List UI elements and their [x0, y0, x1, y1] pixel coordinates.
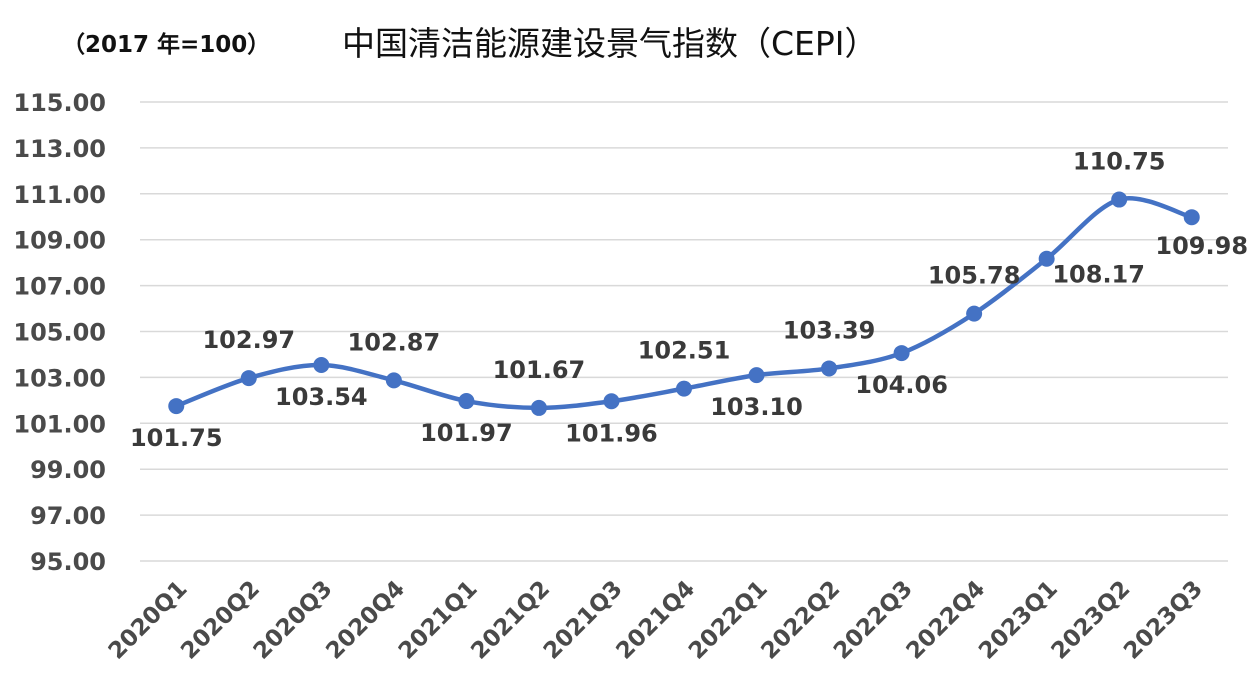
x-tick-label: 2022Q2 — [757, 576, 846, 665]
y-tick-label: 111.00 — [13, 181, 106, 209]
data-label: 102.51 — [638, 337, 731, 365]
data-point — [458, 393, 475, 410]
data-point — [1111, 191, 1128, 208]
x-tick-label: 2020Q3 — [249, 576, 338, 665]
data-point — [240, 370, 257, 387]
data-label: 102.97 — [202, 326, 295, 354]
y-tick-label: 103.00 — [13, 364, 106, 392]
data-label: 104.06 — [855, 371, 948, 399]
data-point — [748, 367, 765, 384]
data-label: 109.98 — [1155, 232, 1248, 260]
data-point — [1038, 250, 1055, 267]
data-label: 101.75 — [130, 424, 223, 452]
gridlines — [140, 101, 1228, 562]
x-tick-label: 2020Q1 — [104, 576, 193, 665]
data-point — [676, 380, 692, 397]
data-label: 105.78 — [928, 262, 1021, 290]
data-label: 103.10 — [710, 393, 803, 421]
x-tick-label: 2020Q4 — [321, 576, 410, 665]
y-tick-label: 115.00 — [13, 89, 106, 117]
chart-subtitle: （2017 年=100） — [62, 31, 270, 58]
y-tick-label: 107.00 — [13, 273, 106, 301]
data-label: 101.96 — [565, 419, 658, 447]
y-tick-label: 95.00 — [30, 548, 106, 576]
data-label: 101.97 — [420, 419, 513, 447]
data-point — [821, 360, 838, 377]
data-point — [313, 357, 330, 374]
x-tick-label: 2021Q1 — [394, 576, 483, 665]
data-point — [893, 345, 910, 362]
y-axis-ticks: 95.00 97.00 99.00 101.00 103.00 105.00 107.00 1… — [13, 89, 106, 576]
x-tick-label: 2022Q4 — [902, 576, 991, 665]
chart-title: 中国清洁能源建设景气指数（CEPI） — [342, 24, 878, 63]
data-point — [385, 372, 402, 389]
data-point — [530, 399, 547, 416]
data-label: 101.67 — [493, 356, 586, 384]
data-label: 103.54 — [275, 383, 368, 411]
data-label: 108.17 — [1052, 261, 1145, 289]
x-tick-label: 2023Q2 — [1047, 576, 1136, 665]
y-tick-label: 99.00 — [30, 456, 106, 484]
y-tick-label: 113.00 — [13, 135, 106, 163]
data-label: 103.39 — [783, 316, 876, 344]
data-label: 110.75 — [1073, 148, 1166, 176]
y-tick-label: 109.00 — [13, 227, 106, 255]
y-tick-label: 97.00 — [30, 502, 106, 530]
data-point — [966, 305, 983, 322]
x-tick-label: 2021Q3 — [539, 576, 628, 665]
x-tick-label: 2022Q1 — [684, 576, 773, 665]
y-tick-label: 101.00 — [13, 410, 106, 438]
x-tick-label: 2023Q1 — [974, 576, 1063, 665]
data-label: 102.87 — [348, 328, 441, 356]
data-point — [168, 398, 185, 415]
x-tick-label: 2021Q4 — [611, 576, 700, 665]
x-tick-label: 2020Q2 — [176, 576, 265, 665]
x-axis-ticks: 2020Q12020Q22020Q32020Q42021Q12021Q22021… — [104, 576, 1208, 665]
data-point — [603, 393, 620, 410]
x-tick-label: 2021Q2 — [466, 576, 555, 665]
x-tick-label: 2022Q3 — [829, 576, 918, 665]
data-labels: 101.75 102.97 103.54 102.87 101.97 101.67 101.… — [130, 148, 1248, 453]
data-point — [1183, 209, 1200, 226]
y-tick-label: 105.00 — [13, 319, 106, 347]
series-line — [174, 196, 1194, 411]
x-tick-label: 2023Q3 — [1119, 576, 1208, 665]
series-cepi — [168, 191, 1200, 416]
